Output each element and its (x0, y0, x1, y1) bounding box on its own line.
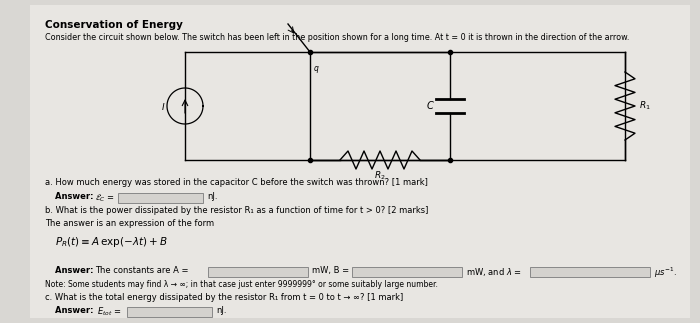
Text: c. What is the total energy dissipated by the resistor R₁ from t = 0 to t → ∞? [: c. What is the total energy dissipated b… (45, 293, 403, 302)
Text: The answer is an expression of the form: The answer is an expression of the form (45, 219, 214, 228)
Text: nJ.: nJ. (207, 192, 218, 201)
Text: Consider the circuit shown below. The switch has been left in the position shown: Consider the circuit shown below. The sw… (45, 33, 629, 42)
Text: nJ.: nJ. (216, 306, 227, 315)
FancyBboxPatch shape (530, 267, 650, 277)
Text: $P_R(t) \equiv A\,\exp(-\lambda t) + B$: $P_R(t) \equiv A\,\exp(-\lambda t) + B$ (55, 235, 167, 249)
Text: $R_1$: $R_1$ (639, 100, 651, 112)
FancyBboxPatch shape (30, 5, 690, 318)
FancyBboxPatch shape (118, 193, 203, 203)
Text: C: C (426, 101, 433, 111)
Text: $E_{tot}$ =: $E_{tot}$ = (97, 306, 122, 318)
Text: Answer:: Answer: (55, 192, 97, 201)
Text: Answer:: Answer: (55, 266, 97, 275)
Text: a. How much energy was stored in the capacitor C before the switch was thrown? [: a. How much energy was stored in the cap… (45, 178, 428, 187)
Text: q: q (314, 64, 319, 73)
Text: mW, B =: mW, B = (312, 266, 349, 275)
Text: I: I (162, 103, 164, 112)
FancyBboxPatch shape (127, 307, 212, 317)
Text: Answer:: Answer: (55, 306, 97, 315)
Text: $\mathcal{E}_C$ =: $\mathcal{E}_C$ = (95, 192, 115, 203)
Text: Note: Some students may find λ → ∞; in that case just enter 9999999° or some sui: Note: Some students may find λ → ∞; in t… (45, 280, 438, 289)
Text: $\mu s^{-1}$.: $\mu s^{-1}$. (654, 266, 677, 280)
FancyBboxPatch shape (208, 267, 308, 277)
Text: mW, and $\lambda$ =: mW, and $\lambda$ = (466, 266, 522, 278)
FancyBboxPatch shape (352, 267, 462, 277)
Text: b. What is the power dissipated by the resistor R₁ as a function of time for t >: b. What is the power dissipated by the r… (45, 206, 428, 215)
Text: The constants are A =: The constants are A = (95, 266, 188, 275)
Text: $R_2$: $R_2$ (374, 170, 386, 182)
Text: Conservation of Energy: Conservation of Energy (45, 20, 183, 30)
